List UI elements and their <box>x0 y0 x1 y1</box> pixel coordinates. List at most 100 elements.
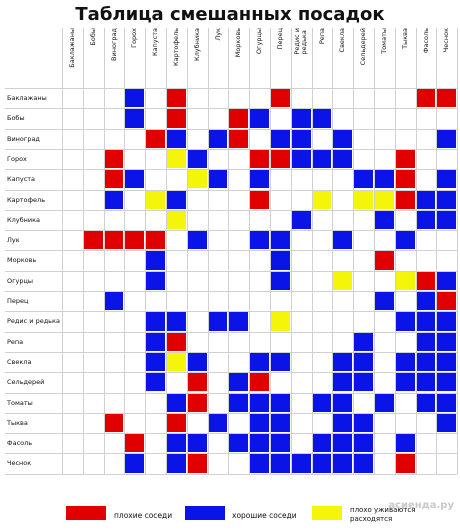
column-header: Баклажаны <box>62 28 83 88</box>
cell-good <box>250 231 269 250</box>
cell-good <box>395 373 415 392</box>
cell-bad <box>250 190 269 209</box>
cell-good <box>208 413 228 433</box>
planting-table: Баклажаны Бобы Виноград Горох Капуста Картофе… <box>5 28 459 475</box>
cell-good <box>125 89 145 108</box>
cell-good <box>167 393 186 412</box>
column-header: Репа <box>312 28 333 88</box>
cell-bad <box>187 454 207 473</box>
cell-bad <box>395 149 415 169</box>
row-label: Капуста <box>7 175 36 184</box>
cell-good <box>291 454 311 473</box>
cell-bad <box>437 89 457 108</box>
cell-neutral <box>354 190 373 209</box>
cell-good <box>437 271 457 290</box>
legend-bad-label: плохие соседи <box>114 511 173 520</box>
row-label: Перец <box>7 297 29 305</box>
column-header-label: Фасоль <box>421 28 430 54</box>
cell-neutral <box>167 210 186 230</box>
cell-good <box>312 434 332 453</box>
cell-good <box>333 434 353 453</box>
cell-good <box>187 352 207 372</box>
column-header-label: Морковь <box>234 28 243 58</box>
column-header-label: Горох <box>130 28 139 48</box>
column-header-label: Томаты <box>379 28 388 54</box>
column-header-label: Свекла <box>338 28 347 53</box>
cell-good <box>375 170 394 189</box>
cell-good <box>312 109 332 128</box>
grid-line <box>5 351 458 353</box>
column-header: Редис и редька <box>291 28 312 88</box>
cell-good <box>250 454 269 473</box>
cell-good <box>187 149 207 169</box>
cell-bad <box>187 373 207 392</box>
cell-bad <box>395 190 415 209</box>
cell-neutral <box>333 271 353 290</box>
cell-neutral <box>395 271 415 290</box>
column-header-label: Картофель <box>171 28 180 67</box>
cell-good <box>271 251 290 270</box>
cell-good <box>416 393 436 412</box>
cell-bad <box>416 271 436 290</box>
row-label: Клубника <box>7 215 41 224</box>
cell-good <box>354 413 373 433</box>
row-label: Горох <box>7 154 27 163</box>
row-label: Баклажаны <box>7 94 47 102</box>
cell-good <box>104 190 124 209</box>
cell-good <box>375 210 394 230</box>
cell-neutral <box>146 190 165 209</box>
legend-neutral-label: плохо уживаются расходятся <box>350 506 416 523</box>
row-label: Тыква <box>7 418 28 427</box>
cell-bad <box>146 129 165 148</box>
cell-bad <box>104 413 124 433</box>
cell-bad <box>167 109 186 128</box>
column-header: Картофель <box>166 28 187 88</box>
grid-line <box>457 28 459 474</box>
grid-line <box>5 331 458 333</box>
cell-bad <box>229 109 249 128</box>
cell-good <box>291 109 311 128</box>
cell-good <box>167 129 186 148</box>
cell-bad <box>437 292 457 311</box>
cell-good <box>312 393 332 412</box>
cell-good <box>333 393 353 412</box>
column-header: Бобы <box>83 28 104 88</box>
row-label: Лук <box>7 236 20 245</box>
column-header-label: Бобы <box>88 28 97 46</box>
column-header: Перец <box>270 28 291 88</box>
cell-good <box>250 109 269 128</box>
cell-good <box>354 454 373 473</box>
cell-neutral <box>375 190 394 209</box>
cell-good <box>271 129 290 148</box>
cell-good <box>146 271 165 290</box>
row-label: Томаты <box>7 398 33 407</box>
cell-good <box>271 434 290 453</box>
grid-line <box>5 209 458 211</box>
cell-good <box>416 373 436 392</box>
cell-good <box>167 454 186 473</box>
cell-good <box>146 352 165 372</box>
grid-line <box>5 311 458 313</box>
grid-line <box>5 169 458 171</box>
cell-good <box>437 413 457 433</box>
cell-good <box>146 251 165 270</box>
cell-good <box>229 312 249 331</box>
cell-bad <box>167 332 186 351</box>
legend: плохие соседи хорошие соседи плохо ужива… <box>0 498 460 528</box>
cell-good <box>229 373 249 392</box>
column-header-label: Чеснок <box>442 28 451 53</box>
row-label: Сельдерей <box>7 378 45 387</box>
cell-good <box>395 434 415 453</box>
column-header: Горох <box>124 28 145 88</box>
cell-good <box>437 393 457 412</box>
cell-good <box>354 434 373 453</box>
column-header-label: Баклажаны <box>67 28 76 68</box>
cell-good <box>250 352 269 372</box>
column-header: Клубника <box>187 28 208 88</box>
cell-good <box>125 170 145 189</box>
cell-good <box>437 352 457 372</box>
column-header: Лук <box>208 28 229 88</box>
cell-bad <box>83 231 103 250</box>
cell-bad <box>146 231 165 250</box>
legend-good-swatch <box>185 506 225 520</box>
